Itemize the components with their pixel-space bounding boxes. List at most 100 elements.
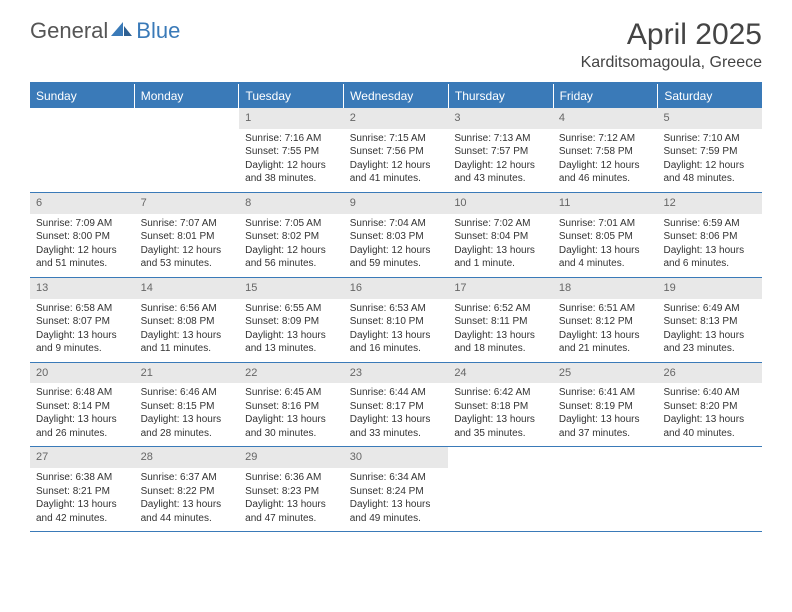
- day-number: 20: [30, 363, 135, 384]
- day-body: Sunrise: 6:53 AMSunset: 8:10 PMDaylight:…: [344, 299, 449, 362]
- day-body: Sunrise: 6:37 AMSunset: 8:22 PMDaylight:…: [135, 468, 240, 531]
- sunset-text: Sunset: 8:19 PM: [559, 400, 652, 414]
- day-body: Sunrise: 7:10 AMSunset: 7:59 PMDaylight:…: [657, 129, 762, 192]
- day-number: 17: [448, 278, 553, 299]
- sunrise-text: Sunrise: 7:07 AM: [141, 217, 234, 231]
- daylight-text: Daylight: 12 hours and 51 minutes.: [36, 244, 129, 271]
- sunrise-text: Sunrise: 6:49 AM: [663, 302, 756, 316]
- empty-day-cell: [135, 108, 240, 192]
- day-number: 27: [30, 447, 135, 468]
- sunset-text: Sunset: 8:22 PM: [141, 485, 234, 499]
- sunrise-text: Sunrise: 7:13 AM: [454, 132, 547, 146]
- sunset-text: Sunset: 8:01 PM: [141, 230, 234, 244]
- empty-day-cell: [448, 447, 553, 531]
- day-cell: 25Sunrise: 6:41 AMSunset: 8:19 PMDayligh…: [553, 363, 658, 447]
- week-row: 6Sunrise: 7:09 AMSunset: 8:00 PMDaylight…: [30, 193, 762, 278]
- sunset-text: Sunset: 7:58 PM: [559, 145, 652, 159]
- day-cell: 29Sunrise: 6:36 AMSunset: 8:23 PMDayligh…: [239, 447, 344, 531]
- calendar: SundayMondayTuesdayWednesdayThursdayFrid…: [30, 82, 762, 532]
- day-number: 12: [657, 193, 762, 214]
- sunset-text: Sunset: 8:09 PM: [245, 315, 338, 329]
- daylight-text: Daylight: 12 hours and 41 minutes.: [350, 159, 443, 186]
- day-number: 9: [344, 193, 449, 214]
- day-cell: 1Sunrise: 7:16 AMSunset: 7:55 PMDaylight…: [239, 108, 344, 192]
- daylight-text: Daylight: 12 hours and 38 minutes.: [245, 159, 338, 186]
- sunrise-text: Sunrise: 7:04 AM: [350, 217, 443, 231]
- day-cell: 21Sunrise: 6:46 AMSunset: 8:15 PMDayligh…: [135, 363, 240, 447]
- day-cell: 24Sunrise: 6:42 AMSunset: 8:18 PMDayligh…: [448, 363, 553, 447]
- day-body: Sunrise: 6:58 AMSunset: 8:07 PMDaylight:…: [30, 299, 135, 362]
- daylight-text: Daylight: 13 hours and 11 minutes.: [141, 329, 234, 356]
- day-cell: 20Sunrise: 6:48 AMSunset: 8:14 PMDayligh…: [30, 363, 135, 447]
- day-cell: 28Sunrise: 6:37 AMSunset: 8:22 PMDayligh…: [135, 447, 240, 531]
- day-cell: 18Sunrise: 6:51 AMSunset: 8:12 PMDayligh…: [553, 278, 658, 362]
- sunset-text: Sunset: 7:59 PM: [663, 145, 756, 159]
- sunrise-text: Sunrise: 6:58 AM: [36, 302, 129, 316]
- sunrise-text: Sunrise: 6:36 AM: [245, 471, 338, 485]
- day-number: 16: [344, 278, 449, 299]
- day-cell: 9Sunrise: 7:04 AMSunset: 8:03 PMDaylight…: [344, 193, 449, 277]
- sunrise-text: Sunrise: 6:59 AM: [663, 217, 756, 231]
- daylight-text: Daylight: 13 hours and 30 minutes.: [245, 413, 338, 440]
- day-body: Sunrise: 6:40 AMSunset: 8:20 PMDaylight:…: [657, 383, 762, 446]
- day-cell: 5Sunrise: 7:10 AMSunset: 7:59 PMDaylight…: [657, 108, 762, 192]
- sunrise-text: Sunrise: 7:15 AM: [350, 132, 443, 146]
- day-body: Sunrise: 7:07 AMSunset: 8:01 PMDaylight:…: [135, 214, 240, 277]
- daylight-text: Daylight: 12 hours and 53 minutes.: [141, 244, 234, 271]
- daylight-text: Daylight: 12 hours and 46 minutes.: [559, 159, 652, 186]
- page-header: General Blue April 2025 Karditsomagoula,…: [0, 0, 792, 82]
- day-cell: 11Sunrise: 7:01 AMSunset: 8:05 PMDayligh…: [553, 193, 658, 277]
- sunrise-text: Sunrise: 7:09 AM: [36, 217, 129, 231]
- day-body: Sunrise: 7:13 AMSunset: 7:57 PMDaylight:…: [448, 129, 553, 192]
- sunset-text: Sunset: 8:23 PM: [245, 485, 338, 499]
- sunrise-text: Sunrise: 7:01 AM: [559, 217, 652, 231]
- day-header: Thursday: [449, 84, 554, 108]
- day-body: Sunrise: 7:01 AMSunset: 8:05 PMDaylight:…: [553, 214, 658, 277]
- location-label: Karditsomagoula, Greece: [581, 54, 762, 72]
- sunset-text: Sunset: 8:12 PM: [559, 315, 652, 329]
- day-cell: 27Sunrise: 6:38 AMSunset: 8:21 PMDayligh…: [30, 447, 135, 531]
- day-body: Sunrise: 6:51 AMSunset: 8:12 PMDaylight:…: [553, 299, 658, 362]
- sunset-text: Sunset: 8:14 PM: [36, 400, 129, 414]
- sunset-text: Sunset: 7:56 PM: [350, 145, 443, 159]
- daylight-text: Daylight: 13 hours and 42 minutes.: [36, 498, 129, 525]
- title-block: April 2025 Karditsomagoula, Greece: [581, 18, 762, 72]
- day-body: Sunrise: 6:41 AMSunset: 8:19 PMDaylight:…: [553, 383, 658, 446]
- day-number: 23: [344, 363, 449, 384]
- daylight-text: Daylight: 13 hours and 23 minutes.: [663, 329, 756, 356]
- sunrise-text: Sunrise: 6:46 AM: [141, 386, 234, 400]
- day-cell: 4Sunrise: 7:12 AMSunset: 7:58 PMDaylight…: [553, 108, 658, 192]
- day-number: 21: [135, 363, 240, 384]
- day-body: Sunrise: 7:04 AMSunset: 8:03 PMDaylight:…: [344, 214, 449, 277]
- day-number: 4: [553, 108, 658, 129]
- sunrise-text: Sunrise: 7:05 AM: [245, 217, 338, 231]
- logo-text-blue: Blue: [136, 18, 180, 44]
- daylight-text: Daylight: 13 hours and 26 minutes.: [36, 413, 129, 440]
- daylight-text: Daylight: 13 hours and 28 minutes.: [141, 413, 234, 440]
- calendar-body: 1Sunrise: 7:16 AMSunset: 7:55 PMDaylight…: [30, 108, 762, 532]
- day-body: Sunrise: 7:12 AMSunset: 7:58 PMDaylight:…: [553, 129, 658, 192]
- day-body: Sunrise: 7:16 AMSunset: 7:55 PMDaylight:…: [239, 129, 344, 192]
- day-number: 13: [30, 278, 135, 299]
- daylight-text: Daylight: 12 hours and 56 minutes.: [245, 244, 338, 271]
- day-cell: 17Sunrise: 6:52 AMSunset: 8:11 PMDayligh…: [448, 278, 553, 362]
- day-header-row: SundayMondayTuesdayWednesdayThursdayFrid…: [30, 84, 762, 108]
- sunrise-text: Sunrise: 7:16 AM: [245, 132, 338, 146]
- sunset-text: Sunset: 7:55 PM: [245, 145, 338, 159]
- sunrise-text: Sunrise: 6:34 AM: [350, 471, 443, 485]
- empty-day-cell: [657, 447, 762, 531]
- day-number: 19: [657, 278, 762, 299]
- daylight-text: Daylight: 13 hours and 47 minutes.: [245, 498, 338, 525]
- day-body: Sunrise: 6:49 AMSunset: 8:13 PMDaylight:…: [657, 299, 762, 362]
- day-body: Sunrise: 6:48 AMSunset: 8:14 PMDaylight:…: [30, 383, 135, 446]
- sunset-text: Sunset: 8:00 PM: [36, 230, 129, 244]
- day-body: Sunrise: 6:56 AMSunset: 8:08 PMDaylight:…: [135, 299, 240, 362]
- sunset-text: Sunset: 8:11 PM: [454, 315, 547, 329]
- sunrise-text: Sunrise: 7:02 AM: [454, 217, 547, 231]
- sunset-text: Sunset: 8:04 PM: [454, 230, 547, 244]
- day-body: Sunrise: 7:02 AMSunset: 8:04 PMDaylight:…: [448, 214, 553, 277]
- day-body: Sunrise: 6:36 AMSunset: 8:23 PMDaylight:…: [239, 468, 344, 531]
- sunrise-text: Sunrise: 6:38 AM: [36, 471, 129, 485]
- day-body: Sunrise: 7:05 AMSunset: 8:02 PMDaylight:…: [239, 214, 344, 277]
- sunrise-text: Sunrise: 6:37 AM: [141, 471, 234, 485]
